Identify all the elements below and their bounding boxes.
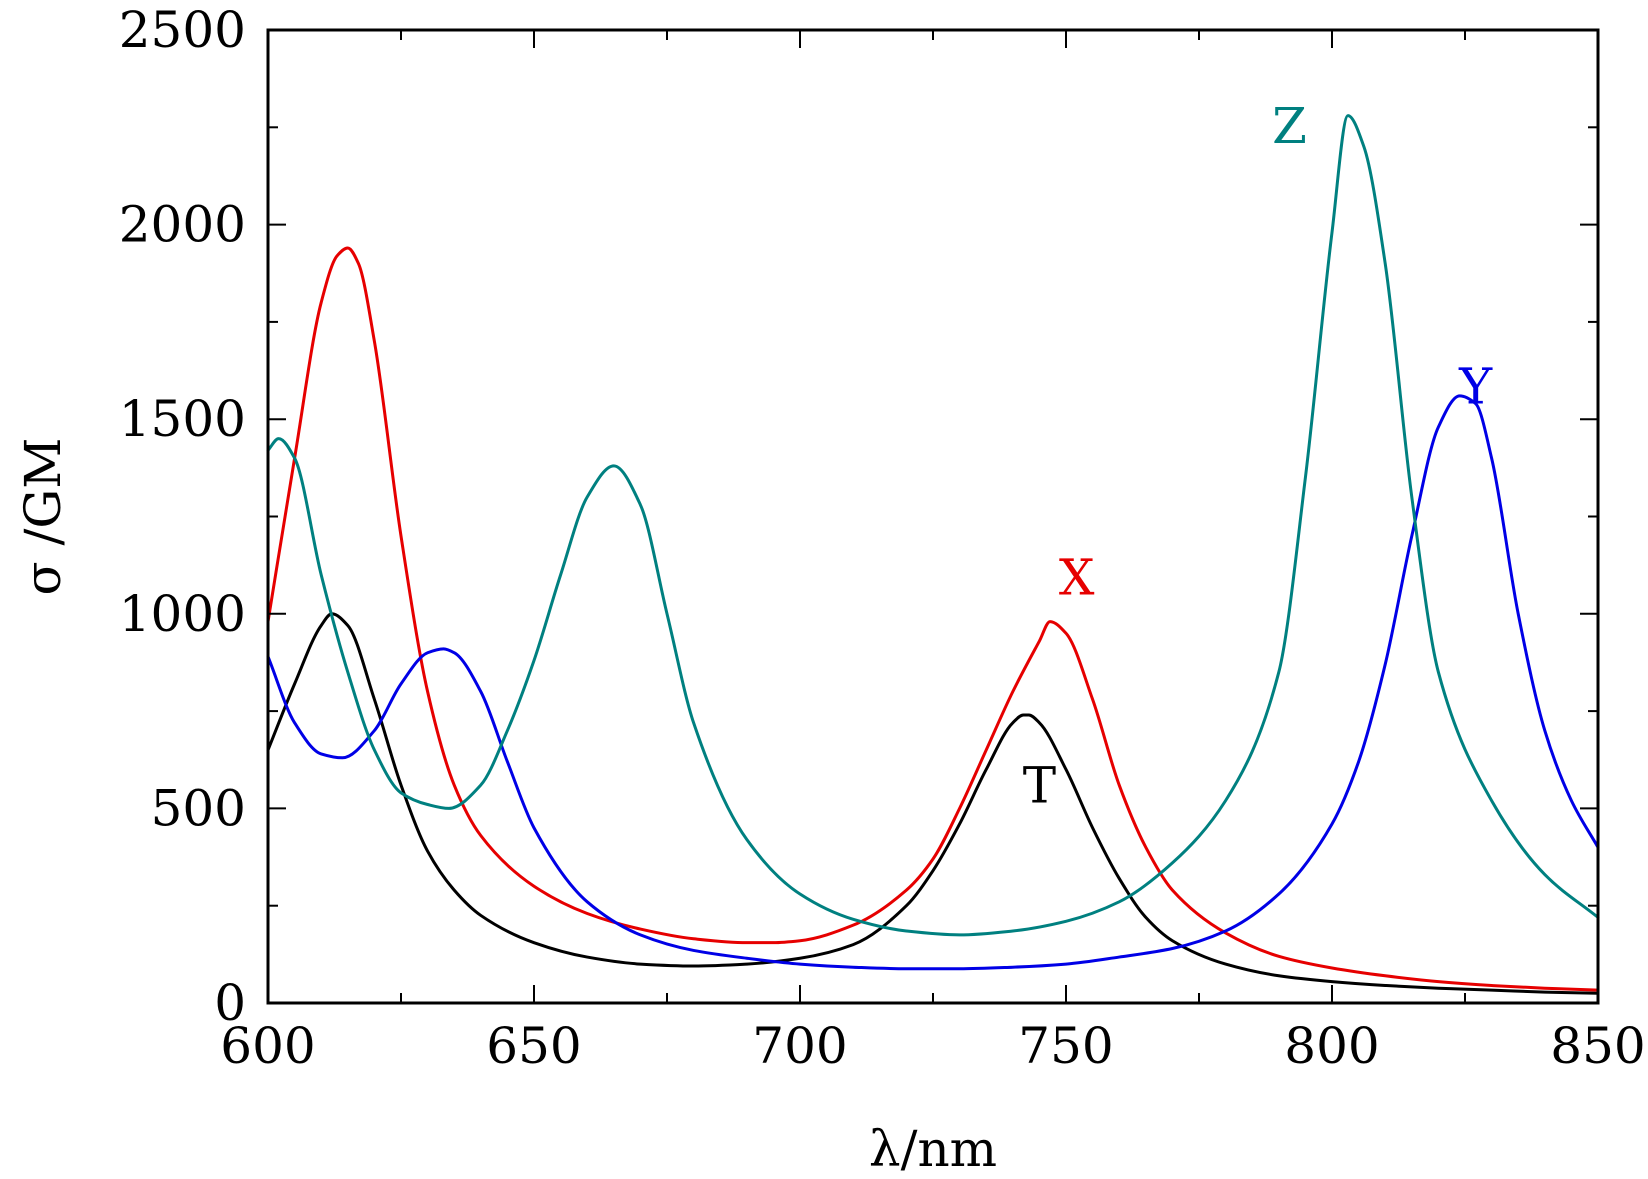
- series-line-z: [266, 114, 1600, 937]
- y-tick-label: 1500: [119, 390, 246, 448]
- y-tick-label: 500: [151, 779, 246, 837]
- x-tick-label: 700: [752, 1017, 847, 1075]
- y-tick-label: 2500: [119, 1, 246, 59]
- series-line-y: [266, 394, 1600, 971]
- y-tick-label: 1000: [119, 585, 246, 643]
- y-tick-label: 0: [214, 974, 246, 1032]
- y-axis-title: σ /GM: [14, 437, 72, 595]
- series-layer: [266, 114, 1600, 995]
- ticks-layer: [267, 29, 1599, 1004]
- x-tick-label: 650: [486, 1017, 581, 1075]
- x-axis-title: λ/nm: [869, 1120, 997, 1178]
- series-label-x: X: [1059, 548, 1095, 606]
- x-tick-label: 800: [1284, 1017, 1379, 1075]
- series-line-x: [266, 246, 1600, 992]
- series-label-t: T: [1023, 757, 1056, 815]
- series-labels-layer: T X Y Z: [1023, 97, 1493, 815]
- x-tick-label: 850: [1550, 1017, 1645, 1075]
- x-tick-label: 750: [1018, 1017, 1113, 1075]
- y-tick-label: 2000: [119, 196, 246, 254]
- tick-labels-layer: 600 650 700 750 800 850 0 500 1000 1500 2000 2500: [119, 1, 1646, 1075]
- series-label-z: Z: [1272, 97, 1307, 155]
- series-label-y: Y: [1458, 358, 1493, 416]
- x-tick-label: 600: [220, 1017, 315, 1075]
- series-line-t: [266, 612, 1600, 995]
